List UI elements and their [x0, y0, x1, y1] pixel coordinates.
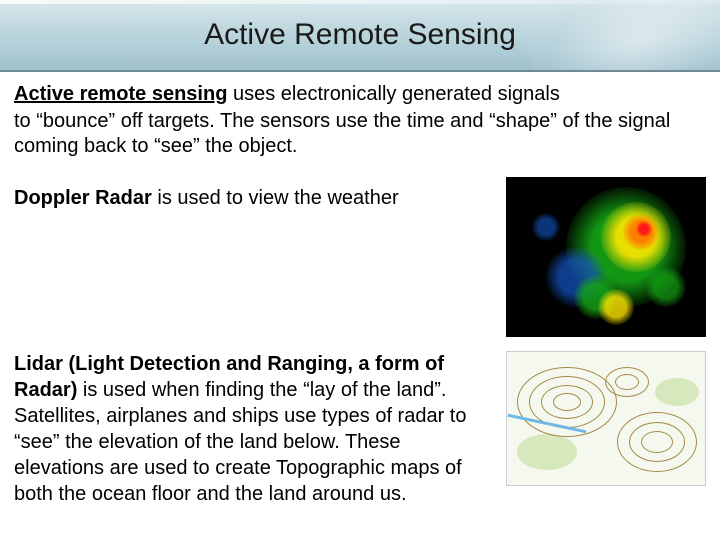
radar-blob [532, 213, 560, 241]
intro-paragraph-line1: Active remote sensing uses electronicall… [14, 82, 706, 107]
intro-paragraph-body: to “bounce” off targets. The sensors use… [14, 109, 706, 159]
topo-green-patch [517, 434, 577, 470]
slide-content: Active remote sensing uses electronicall… [0, 72, 720, 531]
lidar-body: is used when finding the “lay of the lan… [14, 379, 466, 505]
doppler-radar-image [506, 177, 706, 337]
slide-title: Active Remote Sensing [204, 18, 516, 52]
radar-blob [598, 289, 634, 325]
intro-lead-term: Active remote sensing [14, 83, 227, 105]
topo-contour-line [641, 431, 673, 453]
radar-blob [636, 221, 652, 237]
doppler-body: is used to view the weather [152, 187, 399, 209]
doppler-row: Doppler Radar is used to view the weathe… [14, 177, 706, 337]
radar-blob [646, 267, 686, 307]
slide-header: Active Remote Sensing [0, 0, 720, 72]
intro-rest-first: uses electronically generated signals [227, 83, 559, 105]
topo-contour-line [553, 393, 581, 411]
doppler-text: Doppler Radar is used to view the weathe… [14, 177, 496, 211]
topo-green-patch [655, 378, 699, 406]
topo-contour-line [615, 374, 639, 390]
doppler-lead: Doppler Radar [14, 187, 152, 209]
lidar-row: Lidar (Light Detection and Ranging, a fo… [14, 351, 706, 507]
lidar-topo-image [506, 351, 706, 486]
lidar-text: Lidar (Light Detection and Ranging, a fo… [14, 351, 496, 507]
